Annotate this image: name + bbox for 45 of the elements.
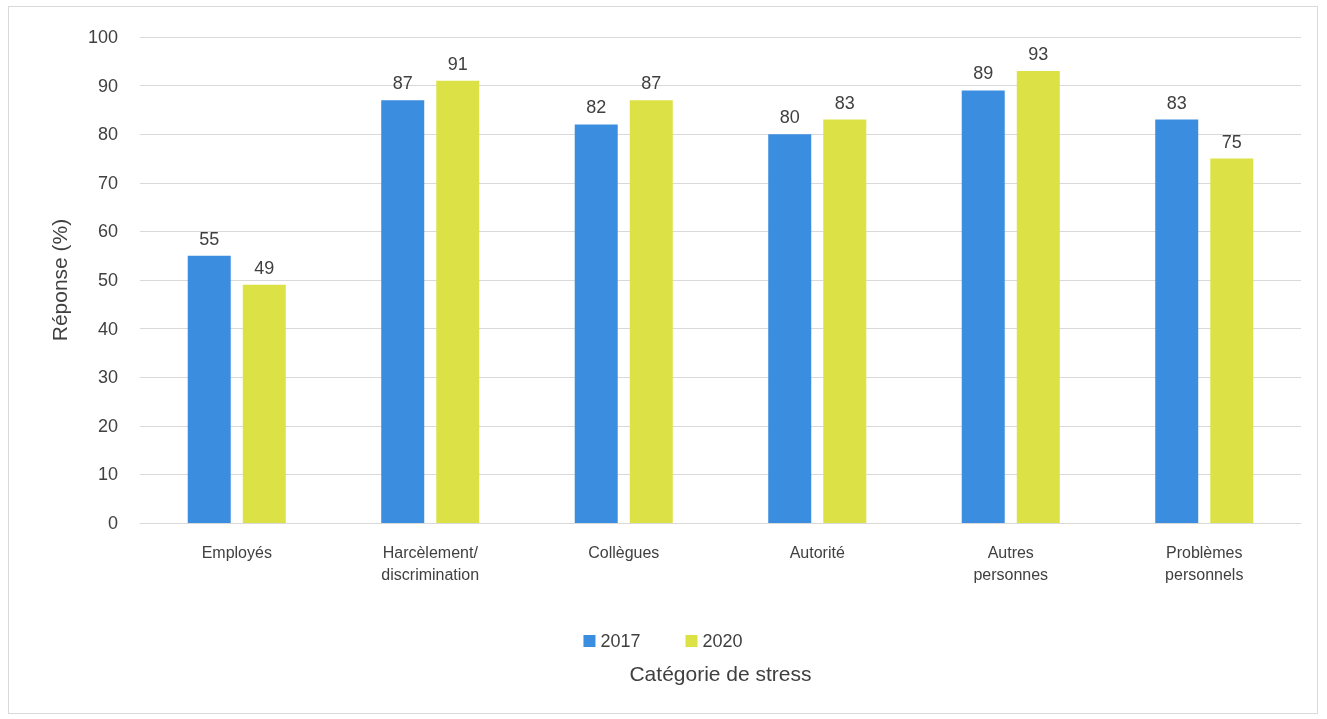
data-label: 93	[1028, 44, 1049, 65]
y-tick-label: 100	[87, 27, 118, 47]
data-label: 89	[973, 63, 994, 84]
y-tick-label: 20	[97, 415, 118, 436]
bar	[1155, 119, 1199, 523]
bar	[381, 100, 425, 523]
x-tick-label: Collègues	[588, 543, 660, 561]
legend-label: 2017	[600, 631, 641, 651]
data-label: 87	[641, 73, 662, 94]
data-label: 83	[834, 92, 855, 113]
bar	[1210, 158, 1254, 523]
bar	[242, 284, 286, 523]
bar	[187, 255, 231, 523]
x-tick-label: Autorité	[789, 543, 845, 561]
y-axis-title: Réponse (%)	[48, 218, 71, 342]
data-label: 49	[254, 257, 275, 278]
x-tick-label: Problèmes personnels	[1165, 543, 1244, 583]
bar	[574, 124, 618, 523]
data-label: 87	[392, 73, 413, 94]
data-label: 75	[1221, 131, 1242, 152]
y-tick-label: 90	[97, 75, 118, 96]
y-tick-label: 60	[97, 221, 118, 242]
x-tick-label: Employés	[201, 543, 272, 561]
legend-label: 2020	[702, 631, 743, 651]
data-label: 55	[199, 228, 220, 249]
x-tick-label: Harcèlement/discrimination	[381, 543, 480, 583]
bar	[436, 80, 480, 523]
x-axis-title: Catégorie de stress	[629, 662, 812, 685]
bar	[768, 134, 812, 523]
y-tick-label: 70	[97, 172, 118, 193]
data-label: 80	[779, 107, 800, 128]
bar	[961, 90, 1005, 523]
data-label: 83	[1166, 92, 1187, 113]
y-tick-label: 0	[107, 513, 118, 533]
y-tick-label: 80	[97, 124, 118, 145]
y-tick-label: 30	[97, 367, 118, 388]
data-label: 91	[447, 53, 468, 74]
y-tick-label: 50	[97, 270, 118, 290]
y-tick-label: 40	[97, 318, 118, 339]
y-tick-label: 10	[97, 464, 118, 485]
data-label: 82	[586, 97, 607, 118]
bar	[823, 119, 867, 523]
bar	[1016, 71, 1060, 523]
bar	[629, 100, 673, 523]
x-tick-label: Autres personnes	[973, 543, 1049, 583]
